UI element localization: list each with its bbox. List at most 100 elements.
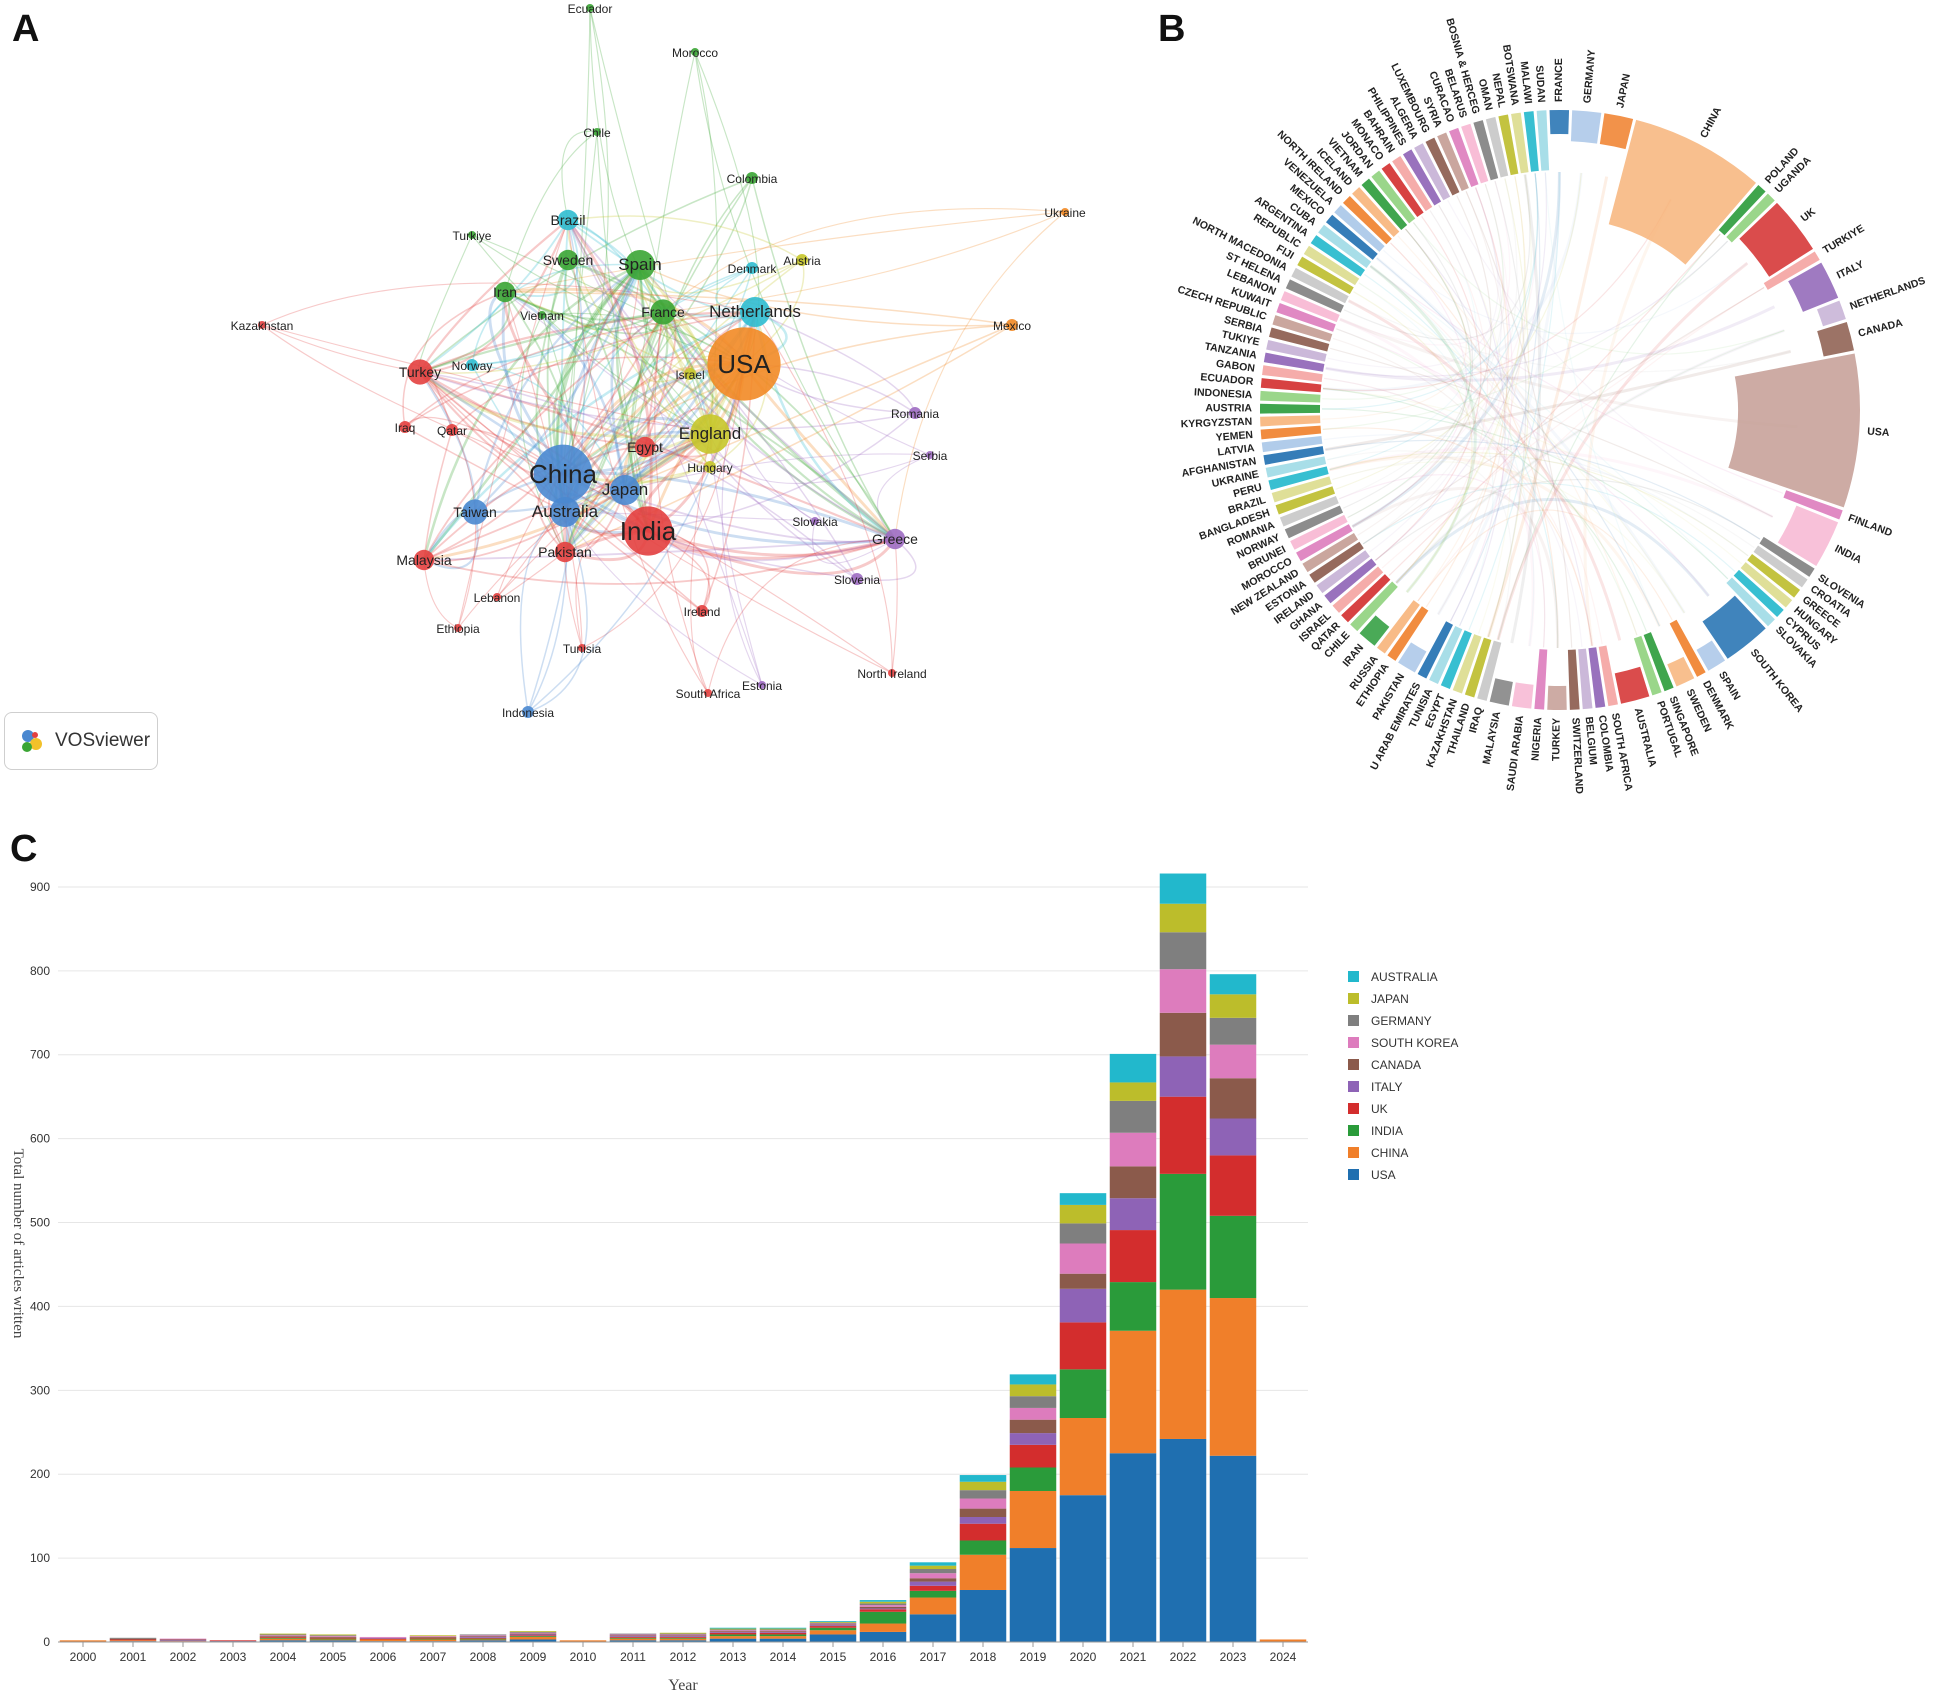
network-node-netherlands[interactable]: Netherlands [709,297,801,327]
bar-2023-japan[interactable] [1209,994,1257,1018]
bar-2009-usa[interactable] [509,1639,557,1642]
chord-arc-luxembourg[interactable] [1425,137,1460,196]
bar-2022-india[interactable] [1159,1173,1207,1290]
bar-2012-india[interactable] [659,1637,707,1639]
chord-arc-malaysia[interactable] [1489,678,1513,706]
bar-2013-germany[interactable] [709,1629,757,1631]
bar-2013-canada[interactable] [709,1631,757,1632]
bar-2007-japan[interactable] [409,1635,457,1637]
network-node-ukraine[interactable]: Ukraine [1044,206,1086,220]
network-node-mexico[interactable]: Mexico [993,319,1031,333]
bar-2005-usa[interactable] [309,1640,357,1642]
chord-arc-monaco[interactable] [1381,163,1424,218]
bar-2007-china[interactable] [409,1639,457,1642]
bar-2020-usa[interactable] [1059,1495,1107,1642]
chord-arc-russia[interactable] [1377,600,1420,654]
bar-2023-italy[interactable] [1209,1118,1257,1156]
bar-2016-japan[interactable] [859,1601,907,1604]
bar-2019-japan[interactable] [1009,1384,1057,1397]
chord-arc-poland[interactable] [1718,184,1766,236]
bar-2012-italy[interactable] [659,1636,707,1637]
bar-2004-usa[interactable] [259,1640,307,1642]
network-node-slovakia[interactable]: Slovakia [792,515,838,529]
chord-arc-kazakhstan[interactable] [1452,634,1482,694]
bar-2023-india[interactable] [1209,1215,1257,1299]
chord-arc-thailand[interactable] [1464,637,1492,698]
bar-2015-australia[interactable] [809,1621,857,1622]
bar-2015-italy[interactable] [809,1625,857,1627]
chord-arc-brunei[interactable] [1290,514,1348,550]
bar-2017-italy[interactable] [909,1581,957,1586]
network-node-estonia[interactable]: Estonia [742,679,782,693]
chord-arc-qatar[interactable] [1341,574,1391,623]
bar-2019-south-korea[interactable] [1009,1407,1057,1420]
bar-2012-china[interactable] [659,1638,707,1641]
bar-2014-china[interactable] [759,1636,807,1639]
bar-2019-australia[interactable] [1009,1374,1057,1385]
chord-arc-italy[interactable] [1788,262,1839,312]
bar-2018-usa[interactable] [959,1589,1007,1642]
bar-2019-india[interactable] [1009,1467,1057,1491]
bar-2019-italy[interactable] [1009,1433,1057,1445]
bar-2021-usa[interactable] [1109,1453,1157,1642]
bar-2009-china[interactable] [509,1636,557,1640]
bar-2018-italy[interactable] [959,1516,1007,1524]
chord-arc-ukraine[interactable] [1265,456,1327,478]
chord-arc-belarus[interactable] [1461,123,1489,184]
bar-2014-japan[interactable] [759,1628,807,1630]
bar-2021-south-korea[interactable] [1109,1132,1157,1167]
chord-arc-bahrain[interactable] [1392,156,1433,212]
chord-arc-peru[interactable] [1268,466,1329,490]
bar-2016-italy[interactable] [859,1608,907,1610]
bar-2014-canada[interactable] [759,1631,807,1632]
bar-2022-china[interactable] [1159,1289,1207,1439]
chord-arc-belgium[interactable] [1578,648,1593,710]
network-node-norway[interactable]: Norway [452,359,493,373]
bar-2019-uk[interactable] [1009,1444,1057,1468]
chord-arc-ghana[interactable] [1324,558,1377,604]
chord-arc-china[interactable] [1608,119,1757,265]
bar-2012-south-korea[interactable] [659,1634,707,1636]
legend-item-uk[interactable]: UK [1348,1102,1388,1116]
bar-2021-australia[interactable] [1109,1053,1157,1083]
chord-arc-nepal[interactable] [1498,114,1519,176]
network-node-greece[interactable]: Greece [872,528,918,550]
chord-arc-indonesia[interactable] [1260,390,1321,403]
bar-2012-germany[interactable] [659,1633,707,1635]
bar-2014-germany[interactable] [759,1629,807,1631]
network-node-hungary[interactable]: Hungary [687,461,733,475]
bar-2014-italy[interactable] [759,1631,807,1633]
bar-2015-india[interactable] [809,1627,857,1631]
legend-item-germany[interactable]: GERMANY [1348,1014,1432,1028]
bar-2018-uk[interactable] [959,1523,1007,1541]
bar-2013-japan[interactable] [709,1628,757,1630]
network-node-iran[interactable]: Iran [493,281,517,303]
chord-arc-philippines[interactable] [1402,149,1442,206]
bar-2008-canada[interactable] [459,1636,507,1637]
bar-2018-canada[interactable] [959,1508,1007,1517]
network-node-kazakhstan[interactable]: Kazakhstan [231,319,294,333]
bar-2005-south-korea[interactable] [309,1636,357,1637]
bar-2022-australia[interactable] [1159,873,1207,904]
bar-2007-south-korea[interactable] [409,1636,457,1637]
bar-2023-uk[interactable] [1209,1155,1257,1216]
chord-arc-iran[interactable] [1359,615,1390,646]
bar-2018-germany[interactable] [959,1490,1007,1499]
chord-arc-singapore[interactable] [1643,632,1674,692]
bar-2008-india[interactable] [459,1638,507,1640]
network-node-brazil[interactable]: Brazil [550,209,586,231]
bar-2017-china[interactable] [909,1597,957,1615]
chord-arc-tukiye[interactable] [1266,339,1327,362]
network-node-france[interactable]: France [641,299,685,325]
network-node-egypt[interactable]: Egypt [627,436,663,458]
bar-2023-australia[interactable] [1209,974,1257,995]
network-node-colombia[interactable]: Colombia [727,172,778,186]
bar-2023-usa[interactable] [1209,1455,1257,1642]
chord-arc-pakistan[interactable] [1398,642,1427,673]
bar-2020-india[interactable] [1059,1369,1107,1419]
chord-arc-india[interactable] [1777,505,1839,566]
chord-arc-tanzania[interactable] [1263,352,1325,372]
bar-2014-usa[interactable] [759,1638,807,1642]
network-node-usa[interactable]: USA [707,327,781,401]
chord-arc-brazil[interactable] [1271,476,1332,503]
